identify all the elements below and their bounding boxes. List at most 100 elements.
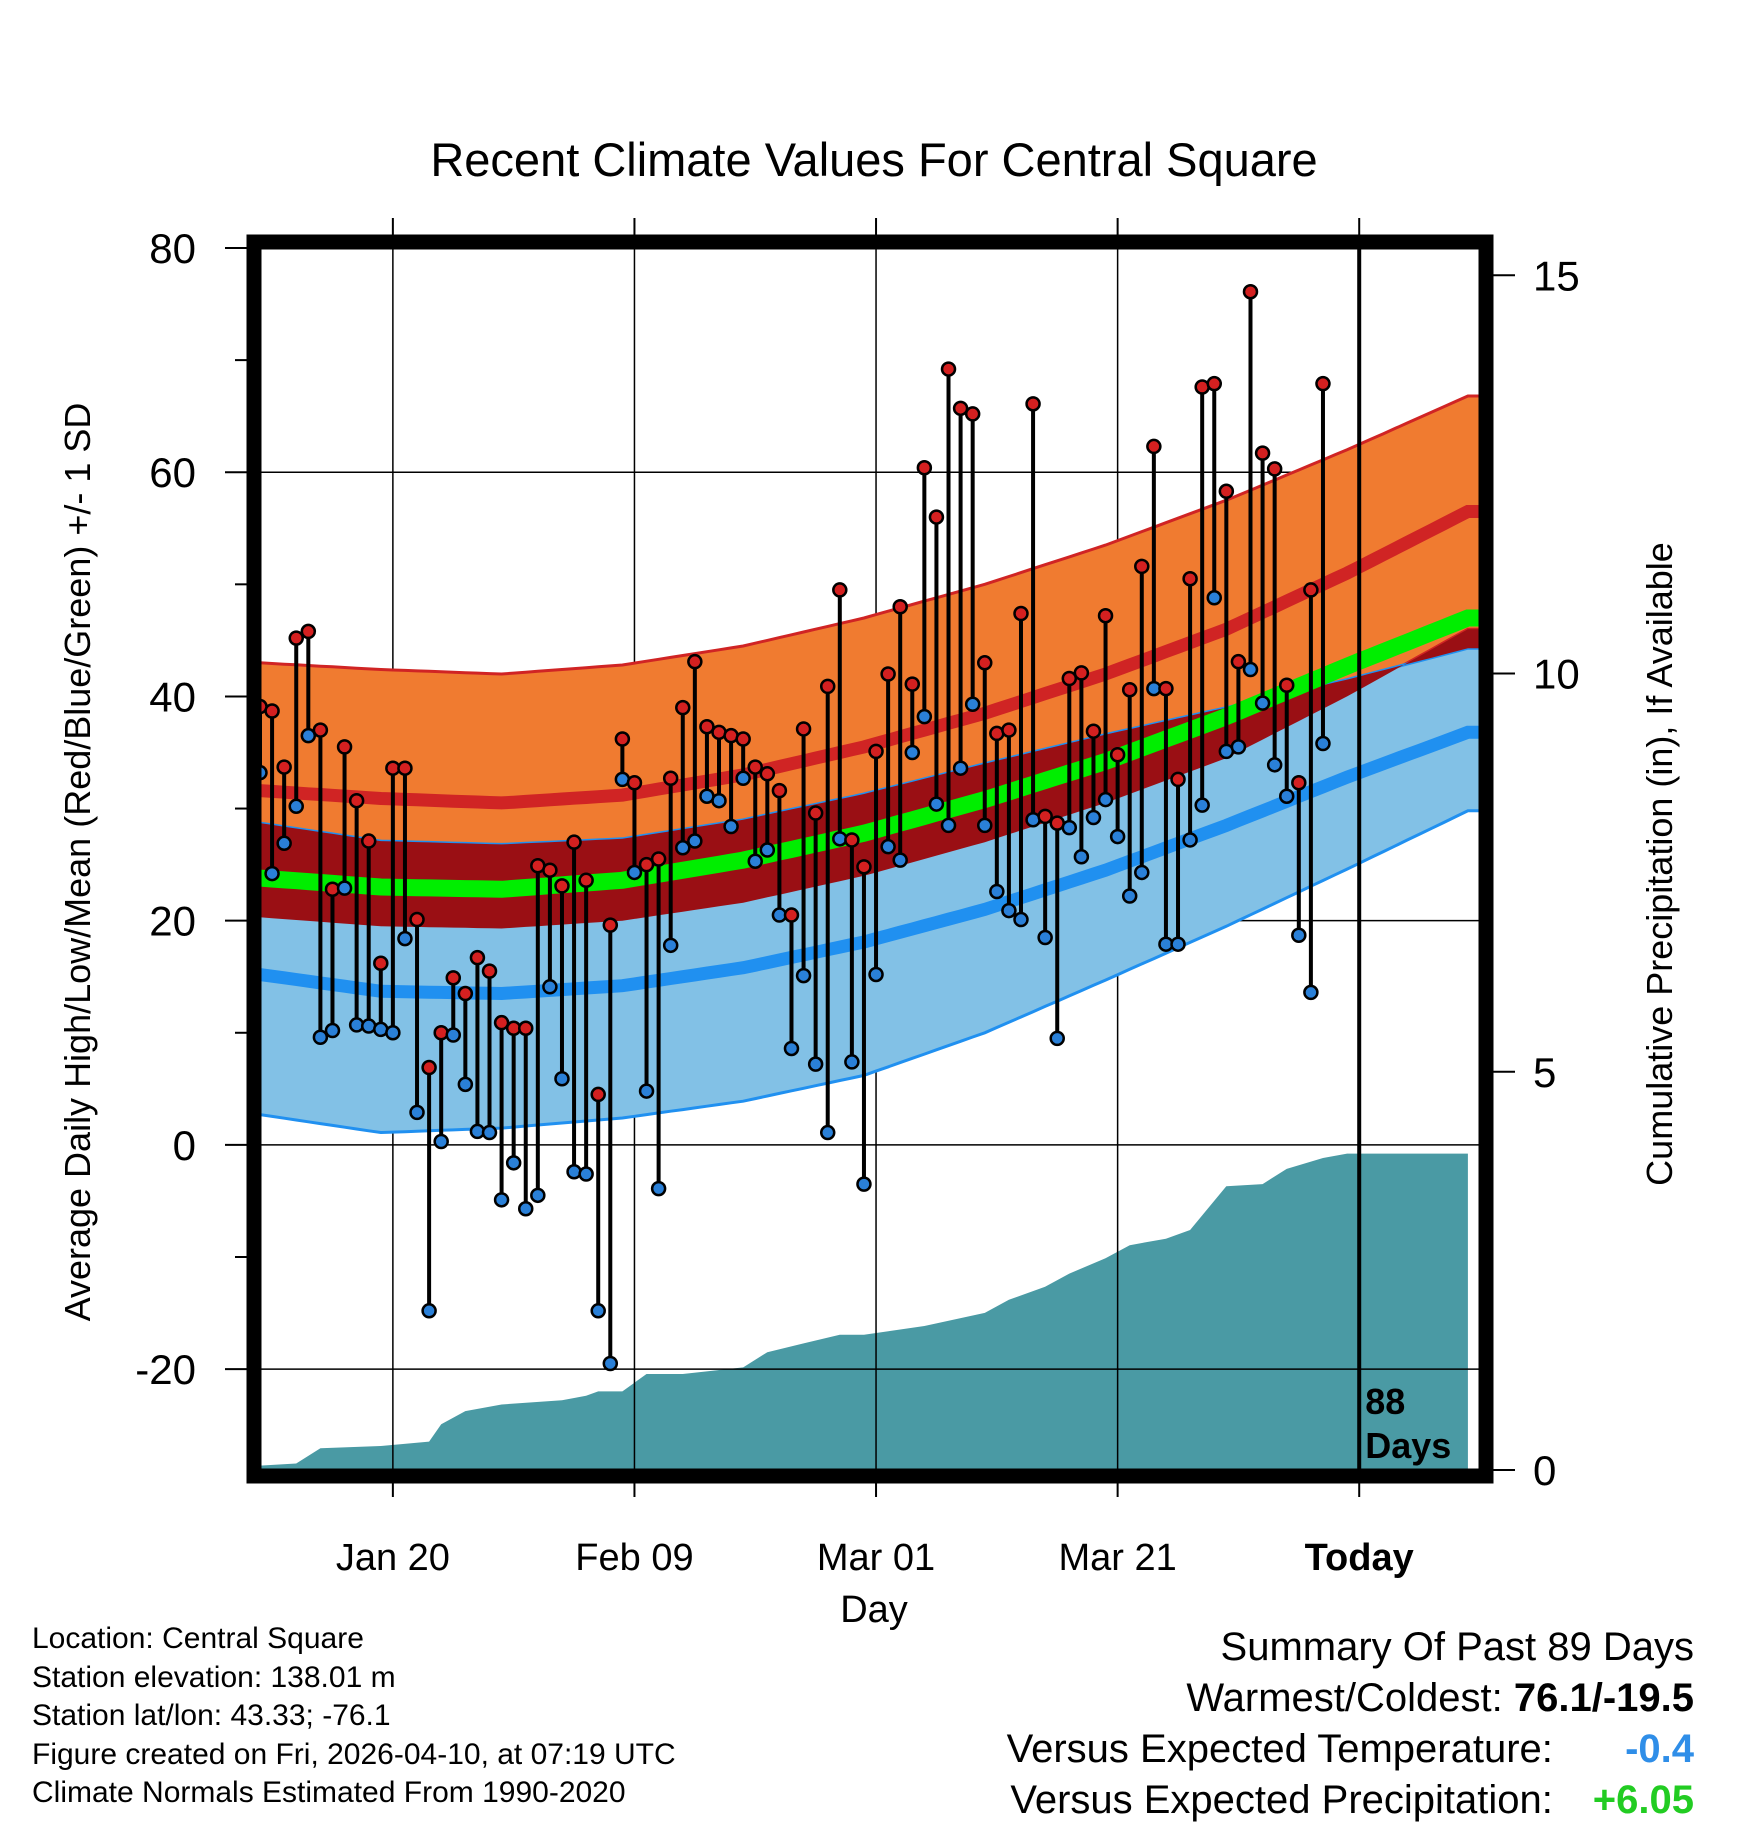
daily-low-point bbox=[336, 880, 353, 896]
daily-low-point bbox=[578, 1166, 594, 1182]
daily-high-point bbox=[457, 985, 474, 1002]
y-tick-label: 20 bbox=[149, 898, 196, 945]
daily-low-point bbox=[457, 1076, 474, 1093]
daily-high-point bbox=[687, 653, 703, 670]
y2-tick-label: 0 bbox=[1533, 1447, 1556, 1494]
observed-series bbox=[260, 283, 1331, 1372]
daily-low-point bbox=[397, 930, 413, 947]
daily-high-point bbox=[940, 361, 957, 377]
x-tick-label: Today bbox=[1305, 1537, 1414, 1579]
daily-low-point bbox=[1134, 864, 1150, 881]
daily-low-point bbox=[856, 1176, 872, 1192]
daily-high-point bbox=[699, 718, 715, 735]
daily-high-point bbox=[1013, 605, 1029, 622]
summary-panel: Summary Of Past 89 Days Warmest/Coldest:… bbox=[1007, 1622, 1694, 1826]
daily-low-point bbox=[638, 1083, 655, 1099]
daily-low-point bbox=[421, 1303, 437, 1319]
daily-high-point bbox=[578, 872, 594, 889]
daily-high-point bbox=[1121, 681, 1138, 698]
daily-high-point bbox=[964, 406, 981, 422]
daily-low-point bbox=[312, 1029, 329, 1046]
daily-low-point bbox=[723, 818, 739, 835]
daily-high-point bbox=[1266, 461, 1283, 477]
daily-high-point bbox=[542, 862, 558, 878]
summary-precip-row: Versus Expected Precipitation: +6.05 bbox=[1007, 1775, 1694, 1826]
daily-high-point bbox=[928, 509, 945, 525]
daily-high-point bbox=[1061, 670, 1078, 687]
daily-high-point bbox=[1303, 582, 1319, 598]
info-location: Location: Central Square bbox=[32, 1622, 364, 1655]
temp-label: Versus Expected Temperature: bbox=[1006, 1727, 1553, 1771]
precip-area bbox=[260, 1153, 1468, 1470]
high-normal-line bbox=[260, 505, 1480, 810]
daily-high-point bbox=[735, 731, 751, 747]
daily-high-point bbox=[421, 1059, 437, 1076]
daily-high-point bbox=[300, 623, 317, 640]
daily-high-point bbox=[771, 782, 788, 799]
warmest-value: 76.1/-19.5 bbox=[1513, 1676, 1694, 1720]
daily-high-point bbox=[650, 851, 667, 867]
daily-high-point bbox=[469, 949, 486, 966]
daily-high-point bbox=[264, 703, 280, 719]
station-info: Location: Central Square Station elevati… bbox=[32, 1620, 676, 1813]
daily-low-point bbox=[590, 1303, 606, 1319]
daily-low-point bbox=[433, 1133, 449, 1150]
daily-low-point bbox=[566, 1164, 582, 1180]
daily-high-point bbox=[662, 770, 679, 787]
daily-low-point bbox=[807, 1056, 824, 1072]
y-tick-label: -20 bbox=[135, 1346, 196, 1393]
daily-low-point bbox=[324, 1022, 341, 1039]
y2-tick-label: 15 bbox=[1533, 252, 1580, 299]
precipitation-series bbox=[260, 1153, 1468, 1470]
y-tick-label: 60 bbox=[149, 449, 196, 496]
daily-high-point bbox=[1025, 396, 1041, 412]
daily-low-point bbox=[1291, 927, 1307, 943]
daily-high-point bbox=[312, 722, 329, 738]
info-created: Figure created on Fri, 2026-04-10, at 07… bbox=[32, 1737, 676, 1771]
plot-frame bbox=[246, 234, 1494, 1484]
daily-low-point bbox=[260, 764, 268, 781]
daily-high-point bbox=[409, 911, 425, 928]
axis-ticks: -20 0 20 40 60 80 0 5 10 15 Jan 20 Feb 09 Mar 01 Mar … bbox=[135, 218, 1580, 1579]
daily-low-point bbox=[1121, 888, 1138, 904]
daily-low-point bbox=[989, 883, 1005, 900]
daily-low-point bbox=[880, 838, 896, 855]
daily-low-point bbox=[795, 967, 812, 984]
today-days-label: Days bbox=[1365, 1425, 1451, 1466]
daily-high-point bbox=[1278, 677, 1295, 693]
info-elevation: Station elevation: 138.01 m bbox=[32, 1660, 396, 1694]
daily-high-point bbox=[807, 805, 824, 821]
normal-bands bbox=[260, 394, 1480, 1135]
daily-high-point bbox=[336, 739, 353, 755]
daily-high-point bbox=[795, 721, 812, 737]
daily-low-point bbox=[747, 853, 763, 869]
daily-high-point bbox=[819, 678, 836, 695]
daily-low-point bbox=[288, 798, 304, 815]
y2-axis-label: Cumulative Precipitation (in), If Availa… bbox=[1639, 542, 1680, 1186]
daily-low-point bbox=[409, 1104, 425, 1121]
daily-high-point bbox=[747, 759, 763, 775]
daily-high-point bbox=[1158, 680, 1174, 697]
daily-high-point bbox=[481, 963, 498, 979]
overlap-band bbox=[260, 629, 1480, 929]
daily-high-point bbox=[397, 760, 413, 776]
daily-high-point bbox=[1170, 771, 1186, 788]
plot-area bbox=[260, 248, 1480, 1470]
daily-low-point bbox=[264, 865, 280, 882]
daily-high-point bbox=[916, 459, 933, 476]
daily-high-point bbox=[1073, 665, 1090, 681]
daily-high-point bbox=[904, 676, 921, 692]
daily-high-point bbox=[433, 1025, 449, 1041]
today-days-count: 88 bbox=[1365, 1381, 1405, 1422]
daily-low-point bbox=[1097, 791, 1114, 808]
y-tick-label: 80 bbox=[149, 225, 196, 272]
precip-label: Versus Expected Precipitation: bbox=[1010, 1778, 1553, 1822]
daily-high-point bbox=[566, 834, 582, 850]
daily-high-point bbox=[493, 1014, 510, 1031]
daily-low-point bbox=[1109, 828, 1126, 845]
summary-title: Summary Of Past 89 Days bbox=[1220, 1625, 1694, 1669]
daily-low-point bbox=[1001, 902, 1017, 919]
daily-high-point bbox=[590, 1086, 606, 1103]
mean-normal-line bbox=[260, 609, 1480, 898]
